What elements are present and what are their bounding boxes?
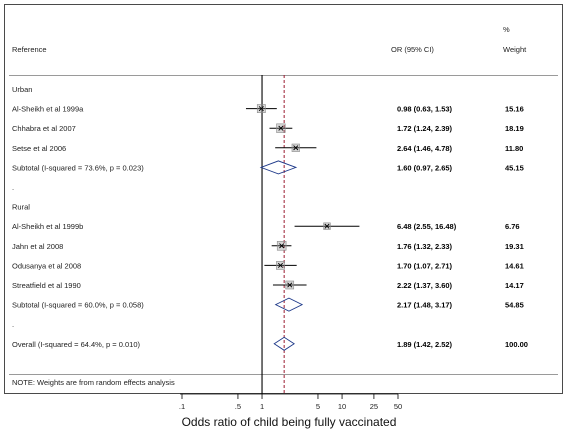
note-text: NOTE: Weights are from random effects an… bbox=[12, 378, 175, 387]
ci-value: 1.70 (1.07, 2.71) bbox=[397, 261, 453, 270]
weight-value: 18.19 bbox=[505, 124, 524, 133]
row-label: Setse et al 2006 bbox=[12, 144, 66, 153]
ci-value: 1.72 (1.24, 2.39) bbox=[397, 124, 453, 133]
row-label: Jahn et al 2008 bbox=[12, 242, 63, 251]
weight-value: 45.15 bbox=[505, 163, 524, 172]
ci-value: 0.98 (0.63, 1.53) bbox=[397, 105, 453, 114]
row-label: Odusanya et al 2008 bbox=[12, 261, 81, 270]
weight-value: 100.00 bbox=[505, 340, 528, 349]
ci-value: 1.89 (1.42, 2.52) bbox=[397, 340, 453, 349]
row-label: Al-Sheikh et al 1999b bbox=[12, 222, 83, 231]
plot-frame bbox=[4, 4, 563, 394]
x-tick-label: 25 bbox=[370, 402, 378, 411]
point-estimate-al-sheikh-et-al-1999a bbox=[258, 106, 264, 112]
ci-value: 2.17 (1.48, 3.17) bbox=[397, 301, 453, 310]
weight-value: 19.31 bbox=[505, 242, 524, 251]
x-tick-label: 1 bbox=[260, 402, 264, 411]
weight-value: 14.61 bbox=[505, 261, 524, 270]
spacer-dot: . bbox=[12, 183, 14, 192]
point-estimate-chhabra-et-al-2007 bbox=[278, 125, 284, 131]
ci-value: 2.64 (1.46, 4.78) bbox=[397, 144, 453, 153]
ci-value: 6.48 (2.55, 16.48) bbox=[397, 222, 457, 231]
row-label: Subtotal (I-squared = 73.6%, p = 0.023) bbox=[12, 163, 144, 172]
row-label: Overall (I-squared = 64.4%, p = 0.010) bbox=[12, 340, 140, 349]
point-estimate-al-sheikh-et-al-1999b bbox=[324, 223, 330, 229]
weight-value: 14.17 bbox=[505, 281, 524, 290]
diamond-subtotal bbox=[274, 297, 304, 312]
col-weight: Weight bbox=[503, 45, 527, 54]
point-estimate-streatfield-et-al-1990 bbox=[287, 282, 293, 288]
weight-value: 6.76 bbox=[505, 222, 520, 231]
ci-value: 1.60 (0.97, 2.65) bbox=[397, 163, 453, 172]
x-tick-label: 50 bbox=[394, 402, 402, 411]
weight-value: 15.16 bbox=[505, 105, 524, 114]
x-tick-label: .5 bbox=[235, 402, 241, 411]
group-label: Urban bbox=[12, 85, 32, 94]
col-or-ci: OR (95% CI) bbox=[391, 45, 434, 54]
ci-value: 1.76 (1.32, 2.33) bbox=[397, 242, 453, 251]
row-label: Al-Sheikh et al 1999a bbox=[12, 105, 84, 114]
row-label: Streatfield et al 1990 bbox=[12, 281, 81, 290]
x-axis-title: Odds ratio of child being fully vaccinat… bbox=[182, 415, 397, 429]
weight-value: 11.80 bbox=[505, 144, 523, 153]
col-weight-pct: % bbox=[503, 25, 510, 34]
row-label: Chhabra et al 2007 bbox=[12, 124, 76, 133]
row-label: Subtotal (I-squared = 60.0%, p = 0.058) bbox=[12, 301, 144, 310]
point-estimate-odusanya-et-al-2008 bbox=[277, 262, 283, 268]
weight-value: 54.85 bbox=[505, 301, 524, 310]
group-label: Rural bbox=[12, 203, 30, 212]
spacer-dot: . bbox=[12, 320, 14, 329]
diamond-subtotal bbox=[259, 160, 298, 175]
x-tick-label: 5 bbox=[316, 402, 320, 411]
point-estimate-jahn-et-al-2008 bbox=[279, 243, 285, 249]
diamond-overall bbox=[273, 336, 295, 351]
ci-value: 2.22 (1.37, 3.60) bbox=[397, 281, 453, 290]
x-tick-label: .1 bbox=[179, 402, 185, 411]
point-estimate-setse-et-al-2006 bbox=[293, 145, 299, 151]
x-tick-label: 10 bbox=[338, 402, 346, 411]
col-reference: Reference bbox=[12, 45, 47, 54]
